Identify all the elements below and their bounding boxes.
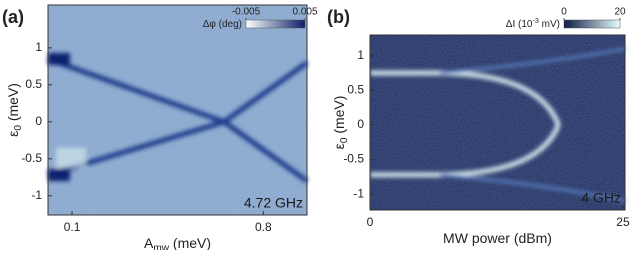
resonance: [47, 60, 309, 178]
resonance: [439, 47, 626, 75]
heatmap-noise: [370, 35, 625, 210]
x-tick-label: 25: [616, 215, 630, 229]
x-axis-label-part: mw: [153, 243, 169, 250]
resonance: [48, 52, 70, 65]
x-axis-label-part: A: [144, 235, 154, 250]
y-tick-label: -1: [353, 186, 364, 200]
y-tick-label: -0.5: [21, 151, 42, 165]
colorbar-label: Δφ (deg): [203, 19, 242, 30]
bright-band: [56, 147, 86, 168]
colorbar-tick-label: 0: [561, 7, 567, 18]
y-tick-label: -1: [31, 188, 42, 202]
annotation: 4.72 GHz: [244, 195, 303, 211]
heatmap-features: [370, 47, 626, 203]
x-axis-label: MW power (dBm): [443, 230, 552, 246]
colorbar-tick-label: -0.005: [232, 7, 261, 18]
annotation: 4 GHz: [581, 190, 621, 206]
x-axis-label-part: MW power (dBm): [443, 230, 552, 246]
colorbar-label-part: -3: [532, 16, 538, 25]
y-axis-label-part: 0: [13, 125, 24, 131]
y-tick-label: 1: [357, 48, 364, 62]
x-tick-label: 0.8: [255, 220, 272, 234]
x-axis-label-part: (meV): [169, 235, 211, 250]
y-tick-label: 0.5: [25, 77, 42, 91]
colorbar: [563, 19, 621, 29]
panel-label: (b): [327, 7, 350, 27]
y-axis-label-part: (meV): [331, 96, 347, 138]
panel-label: (a): [2, 7, 24, 27]
y-tick-label: 1: [35, 40, 42, 54]
y-axis-label: ε0 (meV): [331, 96, 350, 150]
y-axis-label: ε0 (meV): [5, 83, 24, 137]
x-axis-label: Amw (meV): [144, 235, 211, 250]
x-tick-label: 0: [367, 215, 374, 229]
colorbar-label: ΔI (10-3 mV): [506, 16, 560, 30]
y-tick-label: 0: [357, 117, 364, 131]
y-tick-label: 0: [35, 114, 42, 128]
plot-frame: [369, 34, 626, 211]
colorbar-tick-label: 20: [614, 7, 626, 18]
y-tick-label: -0.5: [343, 152, 364, 166]
colorbar-tick-label: 0.005: [292, 7, 317, 18]
x-tick-label: 0.1: [64, 220, 81, 234]
colorbar-label-part: Δφ (deg): [203, 19, 242, 30]
heatmap-features: [47, 52, 309, 184]
heatmap-noise: [48, 5, 307, 215]
colorbar-label-part: mV): [539, 19, 560, 30]
y-axis-label-part: ε: [5, 131, 21, 137]
plot-frame: [47, 4, 308, 216]
y-axis-label-part: (meV): [5, 83, 21, 125]
colorbar: [245, 19, 306, 29]
colorbar-label-part: ΔI (10: [506, 19, 533, 30]
y-tick-label: 0.5: [347, 83, 364, 97]
y-axis-label-part: 0: [339, 137, 350, 143]
y-axis-label-part: ε: [331, 143, 347, 149]
resonance: [48, 169, 70, 182]
resonance: [439, 173, 626, 203]
